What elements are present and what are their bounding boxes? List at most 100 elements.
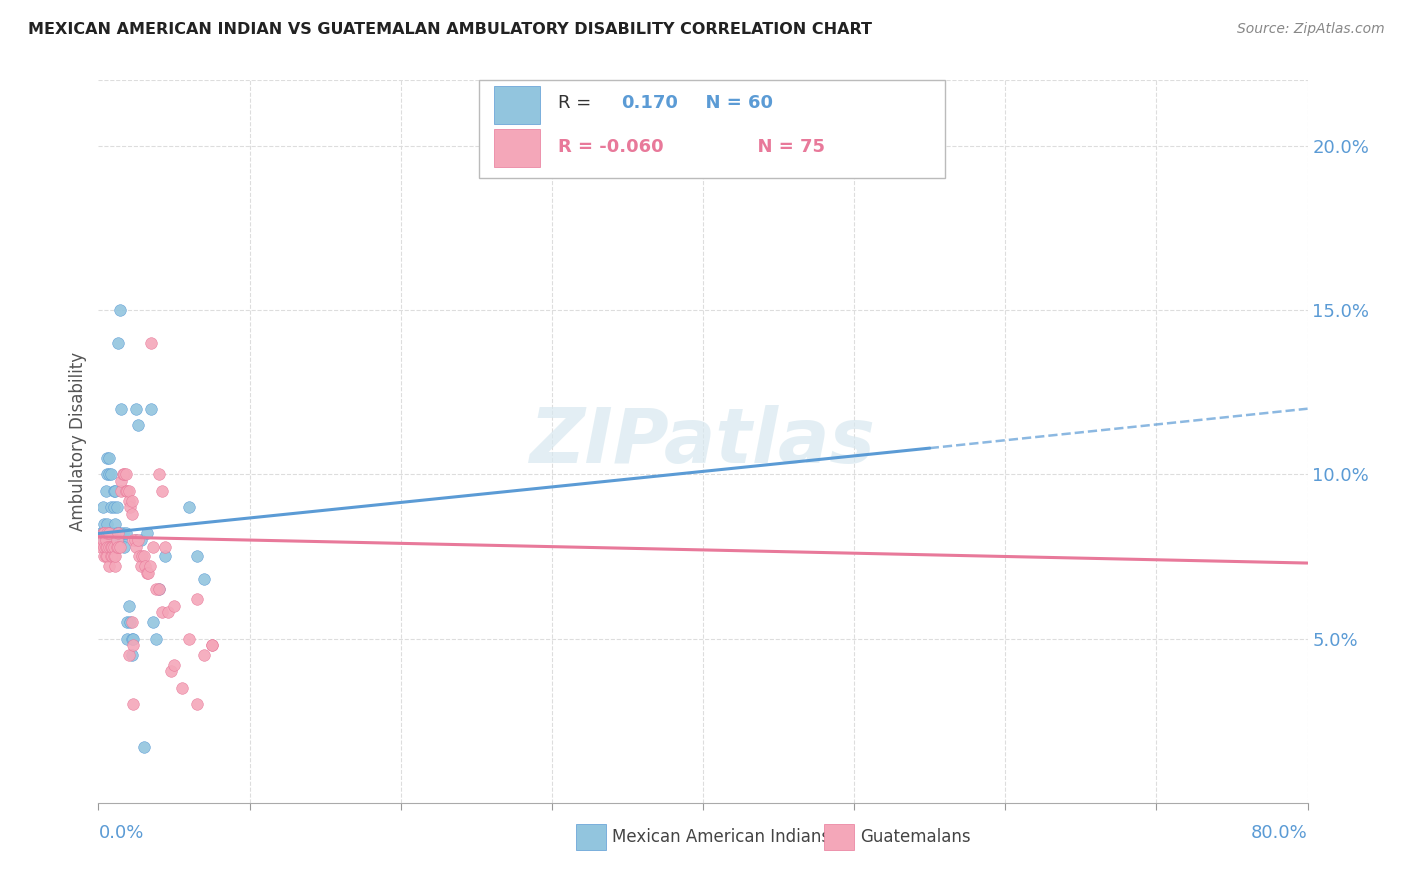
Point <box>107 540 129 554</box>
Point <box>96 533 118 547</box>
Point <box>91 526 114 541</box>
Point <box>120 500 142 515</box>
Point <box>121 648 143 662</box>
Point <box>125 540 148 554</box>
Point <box>163 599 186 613</box>
Point <box>105 500 128 515</box>
Point <box>125 533 148 547</box>
Point <box>186 592 208 607</box>
Point <box>103 483 125 498</box>
Point <box>131 549 153 564</box>
Point <box>110 483 132 498</box>
Text: MEXICAN AMERICAN INDIAN VS GUATEMALAN AMBULATORY DISABILITY CORRELATION CHART: MEXICAN AMERICAN INDIAN VS GUATEMALAN AM… <box>28 22 872 37</box>
Point <box>142 540 165 554</box>
Point <box>122 632 145 646</box>
Point <box>129 559 152 574</box>
Point <box>94 540 117 554</box>
Point <box>193 573 215 587</box>
Point <box>201 638 224 652</box>
Text: Source: ZipAtlas.com: Source: ZipAtlas.com <box>1237 22 1385 37</box>
Point <box>96 450 118 465</box>
Point <box>98 540 121 554</box>
Point <box>148 582 170 597</box>
Point <box>122 698 145 712</box>
Text: 80.0%: 80.0% <box>1251 824 1308 842</box>
Point <box>100 500 122 515</box>
Point <box>100 540 122 554</box>
Point <box>110 474 132 488</box>
Point <box>127 533 149 547</box>
Point <box>132 739 155 754</box>
Point <box>127 418 149 433</box>
Point <box>163 657 186 672</box>
Point <box>111 526 134 541</box>
Point <box>115 615 138 630</box>
Point <box>124 533 146 547</box>
Text: ZIPatlas: ZIPatlas <box>530 405 876 478</box>
Point <box>179 500 201 515</box>
Point <box>94 549 117 564</box>
Text: N = 60: N = 60 <box>693 95 773 112</box>
Point <box>100 467 122 482</box>
Point <box>108 540 131 554</box>
Point <box>125 401 148 416</box>
Point <box>121 493 143 508</box>
Point <box>104 516 127 531</box>
Point <box>135 526 157 541</box>
Point <box>98 467 121 482</box>
Point <box>111 467 134 482</box>
Point <box>94 540 117 554</box>
Point <box>145 632 167 646</box>
Point <box>118 493 141 508</box>
Point <box>104 483 127 498</box>
Point <box>160 665 183 679</box>
Text: 0.0%: 0.0% <box>98 824 143 842</box>
Point <box>105 533 128 547</box>
Point <box>122 533 145 547</box>
Point <box>150 605 173 619</box>
Point <box>101 540 124 554</box>
Point <box>94 526 117 541</box>
Point <box>98 450 121 465</box>
Point <box>110 533 132 547</box>
Point <box>122 638 145 652</box>
Point <box>107 526 129 541</box>
Point <box>90 526 112 541</box>
Point <box>96 526 118 541</box>
Point <box>101 549 124 564</box>
Point <box>101 526 124 541</box>
Point <box>186 698 208 712</box>
Point <box>98 526 121 541</box>
Point <box>103 540 125 554</box>
Point <box>134 559 156 574</box>
Text: R = -0.060: R = -0.060 <box>558 137 664 156</box>
Text: 0.170: 0.170 <box>621 95 678 112</box>
Point <box>96 540 118 554</box>
FancyBboxPatch shape <box>494 129 540 167</box>
Point <box>121 632 143 646</box>
FancyBboxPatch shape <box>576 824 606 850</box>
Point <box>103 526 125 541</box>
Point <box>91 533 114 547</box>
Point <box>153 549 176 564</box>
Y-axis label: Ambulatory Disability: Ambulatory Disability <box>69 352 87 531</box>
Point <box>104 533 127 547</box>
Text: R =: R = <box>558 95 598 112</box>
Text: Guatemalans: Guatemalans <box>860 829 970 847</box>
Point <box>96 467 118 482</box>
Point <box>120 615 142 630</box>
Point <box>98 540 121 554</box>
Point <box>132 549 155 564</box>
Point <box>101 540 124 554</box>
Point <box>179 632 201 646</box>
Point <box>112 540 135 554</box>
Point <box>170 681 193 695</box>
Point <box>136 566 159 580</box>
Point <box>156 605 179 619</box>
Point <box>91 500 114 515</box>
Point <box>90 540 112 554</box>
FancyBboxPatch shape <box>494 86 540 124</box>
Point <box>114 526 136 541</box>
Point <box>114 483 136 498</box>
Text: Mexican American Indians: Mexican American Indians <box>613 829 831 847</box>
